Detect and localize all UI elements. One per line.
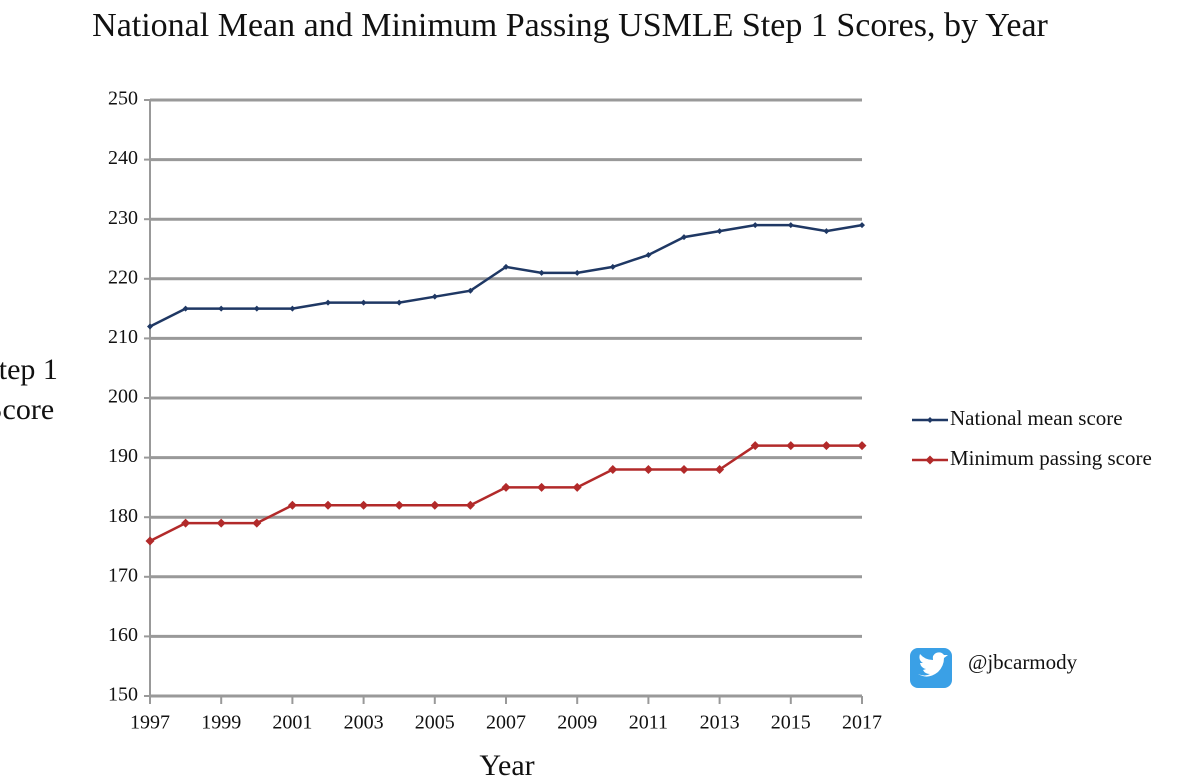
point	[218, 305, 225, 312]
point	[465, 500, 475, 510]
point	[182, 305, 189, 312]
point	[216, 518, 226, 528]
point	[537, 482, 547, 492]
chart-title: National Mean and Minimum Passing USMLE …	[92, 7, 1048, 44]
point	[467, 287, 474, 294]
point	[394, 500, 404, 510]
y-tick-label: 160	[108, 624, 138, 646]
x-tick-label: 1999	[201, 712, 241, 734]
point	[787, 222, 794, 229]
point	[609, 263, 616, 270]
x-tick-label: 2013	[700, 712, 740, 734]
y-tick-label: 180	[108, 505, 138, 527]
x-tick-label: 2015	[771, 712, 811, 734]
point	[323, 500, 333, 510]
point	[325, 299, 331, 306]
legend-marker	[927, 417, 933, 423]
point	[430, 500, 440, 510]
point	[679, 465, 689, 475]
point	[823, 228, 830, 235]
point	[538, 269, 545, 276]
point	[786, 441, 796, 451]
y-tick-label: 230	[108, 207, 138, 229]
point	[645, 251, 652, 258]
x-tick-label: 2017	[842, 712, 882, 734]
y-tick-label: 210	[108, 326, 138, 348]
point	[643, 465, 653, 475]
legend-label: National mean score	[950, 406, 1123, 430]
point	[289, 305, 296, 312]
point	[253, 305, 260, 312]
point	[360, 299, 367, 306]
y-tick-label: 170	[108, 564, 138, 586]
point	[147, 323, 153, 330]
point	[821, 441, 831, 451]
point	[857, 441, 867, 451]
x-tick-label: 2009	[557, 712, 597, 734]
point	[359, 500, 369, 510]
point	[608, 465, 618, 475]
point	[501, 482, 511, 492]
x-tick-label: 2003	[344, 712, 384, 734]
point	[252, 518, 262, 528]
point	[750, 441, 760, 451]
point	[503, 263, 509, 270]
x-tick-label: 2005	[415, 712, 455, 734]
x-tick-label: 2007	[486, 712, 526, 734]
point	[752, 222, 759, 229]
point	[287, 500, 297, 510]
point	[431, 293, 438, 300]
y-tick-label: 240	[108, 147, 138, 169]
y-tick-label: 220	[108, 266, 138, 288]
point	[145, 536, 155, 546]
y-tick-label: 200	[108, 386, 138, 408]
y-tick-label: 250	[108, 88, 138, 110]
point	[574, 269, 581, 276]
twitter-icon	[910, 648, 952, 688]
point	[572, 482, 582, 492]
point	[181, 518, 191, 528]
legend-marker	[925, 455, 935, 465]
point	[859, 222, 865, 229]
annotation: @jbcarmody	[968, 650, 1078, 674]
y-tick-label: 190	[108, 445, 138, 467]
point	[681, 234, 687, 241]
x-axis-label: Year	[479, 749, 534, 780]
point	[396, 299, 403, 306]
x-tick-label: 2011	[629, 712, 668, 734]
y-tick-label: 150	[108, 684, 138, 706]
x-tick-label: 2001	[272, 712, 312, 734]
y-axis-label: Step 1 Score	[0, 353, 58, 426]
point	[715, 465, 725, 475]
legend-label: Minimum passing score	[950, 446, 1152, 470]
point	[716, 228, 723, 235]
x-tick-label: 1997	[130, 712, 170, 734]
